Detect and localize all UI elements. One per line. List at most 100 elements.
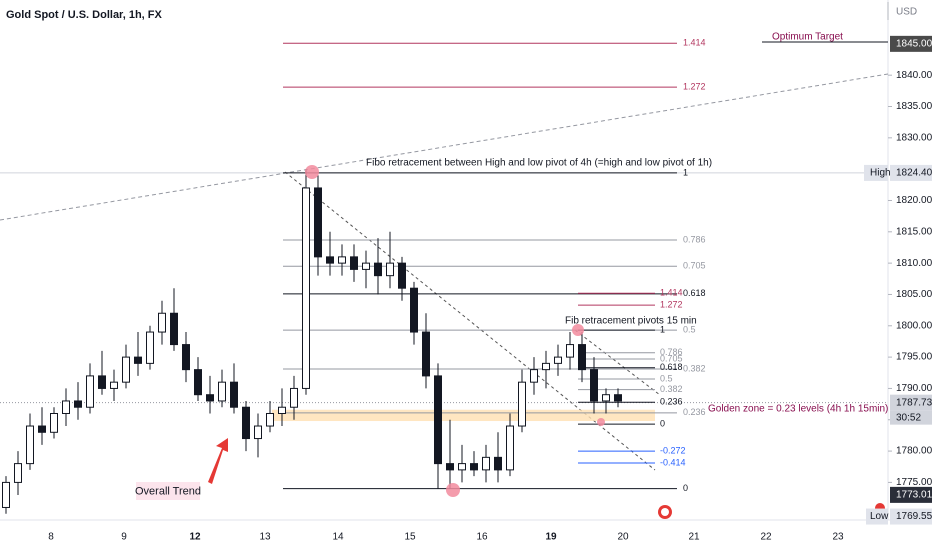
fib-small-label: 0 [660, 419, 665, 429]
candle-body [494, 456, 502, 471]
fib-small-label: 0.236 [660, 397, 683, 407]
candle-body [266, 412, 274, 427]
candle-body [50, 412, 58, 433]
x-tick-label: 14 [332, 532, 344, 543]
y-tick-label: 1810.00 [896, 258, 932, 269]
high-label-box [864, 164, 888, 181]
candle-body [614, 394, 622, 402]
candle-body [374, 262, 382, 277]
trend-label: Overall Trend [135, 485, 201, 497]
candle-body [566, 344, 574, 358]
candle-body [254, 425, 262, 440]
fib-small-label: 0.618 [660, 362, 683, 372]
price-tag [890, 394, 932, 411]
pivot-marker [446, 483, 460, 497]
candle-body [98, 375, 106, 389]
low-label-box [866, 508, 888, 525]
candle-body [518, 381, 526, 427]
price-tag-label: 1773.01 [896, 490, 932, 501]
price-tag-label: 1787.73 [896, 397, 932, 408]
candle-body [14, 463, 22, 483]
fib-small-label: 0.705 [660, 353, 683, 363]
fib-level-label: 0.382 [683, 363, 706, 373]
candle-body [590, 369, 598, 402]
candle-body [230, 381, 238, 408]
trend-label-box [136, 482, 200, 500]
y-tick-label: 1795.00 [896, 352, 932, 363]
fib-small-label: -0.272 [660, 445, 686, 455]
currency: USD [896, 7, 917, 18]
fib-level-label: 1 [683, 167, 688, 177]
candle-body [242, 406, 250, 440]
candle-body [134, 356, 142, 364]
candle-body [122, 356, 130, 383]
y-tick-label: 1835.00 [896, 101, 932, 112]
candle-body [2, 481, 10, 508]
fib-small-label: 1.272 [660, 299, 683, 309]
candle-body [458, 463, 466, 471]
fib-small-label: 0.786 [660, 347, 683, 357]
candle-body [602, 394, 610, 402]
candle-body [542, 362, 550, 371]
fib-small-title: Fib retracement pivots 15 min [565, 316, 697, 327]
fib-level-label: 0.705 [683, 261, 706, 271]
fib-level-label: 0.236 [683, 407, 706, 417]
diagonal-line [284, 171, 656, 471]
candle-body [170, 312, 178, 346]
y-tick-label: 1840.00 [896, 70, 932, 81]
x-tick-label: 9 [121, 532, 127, 543]
candle-body [386, 262, 394, 277]
candle-body [326, 256, 334, 264]
candle-body [278, 406, 286, 414]
golden-zone [272, 409, 655, 422]
y-tick-label: 1780.00 [896, 446, 932, 457]
pivot-marker [572, 324, 584, 336]
candle-body [206, 394, 214, 402]
x-tick-label: 12 [189, 532, 201, 543]
fib-main-title: Fibo retracement between High and low pi… [366, 158, 712, 169]
high-label: High [870, 168, 891, 179]
candle-body [410, 287, 418, 333]
candle-body [422, 331, 430, 377]
event-flag-inner [661, 508, 669, 516]
trend-arrow [208, 438, 228, 484]
price-tag-label: 1769.55 [896, 511, 932, 522]
price-tag [890, 35, 932, 52]
candle-body [434, 375, 442, 465]
price-tag-label: 1845.00 [896, 38, 932, 49]
candle-body [506, 425, 514, 471]
y-tick-label: 1805.00 [896, 289, 932, 300]
fib-level-label: 1.414 [683, 38, 706, 48]
x-tick-label: 21 [688, 532, 700, 543]
low-label: Low [870, 511, 889, 522]
fib-small-label: 1.414 [660, 288, 683, 298]
y-tick-label: 1815.00 [896, 226, 932, 237]
candle-body [62, 400, 70, 414]
candle-body [38, 425, 46, 433]
candle-body [554, 356, 562, 364]
target-label: Optimum Target [772, 32, 843, 43]
price-tag [890, 508, 932, 525]
candle-body [482, 456, 490, 471]
x-tick-label: 8 [48, 532, 54, 543]
fib-level-label: 0 [683, 483, 688, 493]
y-tick-label: 1830.00 [896, 132, 932, 143]
candle-body [182, 344, 190, 371]
golden-zone-label: Golden zone = 0.23 levels (4h 1h 15min) [708, 404, 888, 415]
price-tag [890, 164, 932, 181]
x-tick-label: 13 [259, 532, 271, 543]
fib-small-label: 0.5 [660, 373, 673, 383]
candle-body [146, 331, 154, 364]
fib-level-label: 0.786 [683, 234, 706, 244]
x-tick-label: 16 [476, 532, 488, 543]
candle-body [290, 387, 298, 408]
candle-body [110, 381, 118, 389]
candle-body [362, 262, 370, 270]
pivot-marker [305, 165, 319, 179]
x-tick-label: 19 [545, 532, 557, 543]
x-tick-label: 15 [404, 532, 416, 543]
candle-body [350, 256, 358, 270]
candle-body [530, 369, 538, 383]
